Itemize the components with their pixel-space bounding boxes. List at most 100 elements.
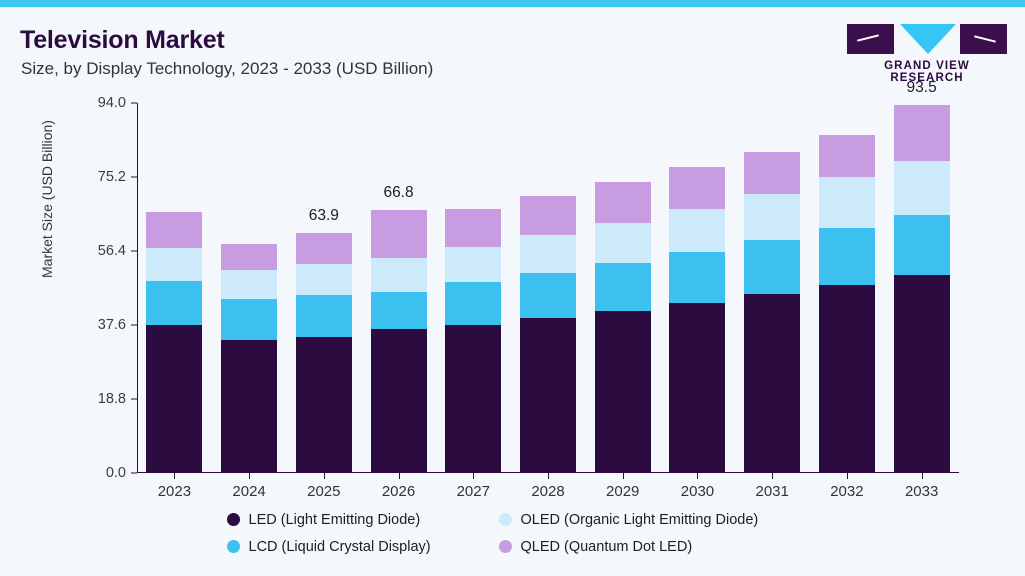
bar-segment[interactable] <box>669 167 726 209</box>
x-tick-label: 2031 <box>755 483 789 500</box>
bar-stack[interactable] <box>520 195 576 473</box>
bar-total-label: 66.8 <box>383 184 414 202</box>
bar-stack[interactable] <box>295 232 352 473</box>
x-tick-label: 2023 <box>157 483 192 500</box>
bar-segment[interactable] <box>893 214 950 276</box>
x-tick-label: 2026 <box>381 483 416 500</box>
x-tick-label: 2028 <box>531 483 565 500</box>
x-tick-mark <box>548 473 549 479</box>
bar-segment[interactable] <box>445 246 502 283</box>
bar-stack[interactable] <box>221 243 278 473</box>
bar-segment[interactable] <box>594 310 651 473</box>
legend-item[interactable]: OLED (Organic Light Emitting Diode) <box>498 511 799 528</box>
bar-segment[interactable] <box>893 275 950 473</box>
bar-segment[interactable] <box>744 294 801 473</box>
bar-segment[interactable] <box>893 104 950 162</box>
logo-text: GRAND VIEW RESEARCH <box>884 60 970 84</box>
bar-segment[interactable] <box>520 272 576 319</box>
y-tick-mark <box>131 472 137 474</box>
bar-segment[interactable] <box>445 209 502 247</box>
y-tick-mark <box>131 102 137 104</box>
bar-segment[interactable] <box>520 195 576 236</box>
bar-series-container: 63.9 66.8 93.5 <box>137 79 959 473</box>
bar-segment[interactable] <box>744 239 801 295</box>
page-subtitle: Size, by Display Technology, 2023 - 2033… <box>21 59 434 78</box>
logo-left-box-icon <box>847 24 894 54</box>
y-tick-label: 0.0 <box>105 465 126 481</box>
bar-segment[interactable] <box>295 295 352 337</box>
bar-segment[interactable] <box>295 336 352 473</box>
legend-swatch-icon <box>226 513 240 526</box>
chart-legend: LED (Light Emitting Diode) OLED (Organic … <box>0 506 1025 560</box>
y-tick-label: 75.2 <box>97 169 126 185</box>
bar-segment[interactable] <box>818 134 875 178</box>
x-tick-mark <box>772 473 774 479</box>
bar-segment[interactable] <box>818 227 875 286</box>
bar-segment[interactable] <box>669 208 726 252</box>
bar-stack[interactable] <box>146 212 203 473</box>
bar-segment[interactable] <box>146 325 203 473</box>
legend-item[interactable]: LCD (Liquid Crystal Display) <box>226 538 467 555</box>
bar-segment[interactable] <box>893 161 950 215</box>
bar-segment[interactable] <box>370 210 427 258</box>
bar-segment[interactable] <box>370 257 427 292</box>
y-tick-mark <box>131 250 137 252</box>
bar-segment[interactable] <box>146 280 203 326</box>
bar-stack[interactable] <box>744 151 801 473</box>
bar-segment[interactable] <box>520 318 576 473</box>
y-tick-label: 18.8 <box>97 391 126 407</box>
legend-label: OLED (Organic Light Emitting Diode) <box>520 511 759 528</box>
y-tick-label: 37.6 <box>97 317 126 333</box>
x-tick-mark <box>921 473 923 479</box>
x-tick-mark <box>398 473 400 479</box>
bar-segment[interactable] <box>146 247 203 281</box>
logo-right-box-icon <box>960 24 1007 54</box>
bar-segment[interactable] <box>520 235 576 273</box>
legend-item[interactable]: QLED (Quantum Dot LED) <box>498 539 799 555</box>
bar-stack[interactable] <box>445 209 502 473</box>
legend-swatch-icon <box>498 513 512 526</box>
bar-segment[interactable] <box>221 269 278 300</box>
bar-segment[interactable] <box>669 251 726 303</box>
y-tick-label: 94.0 <box>97 95 126 111</box>
bar-segment[interactable] <box>669 302 726 473</box>
top-accent-bar <box>0 0 1025 7</box>
bar-segment[interactable] <box>744 193 801 240</box>
bar-stack[interactable] <box>594 181 651 473</box>
x-tick-label: 2029 <box>606 483 640 500</box>
x-tick-mark <box>323 473 325 479</box>
legend-label: LCD (Liquid Crystal Display) <box>248 538 431 555</box>
x-tick-label: 2032 <box>830 483 864 500</box>
bar-segment[interactable] <box>146 212 203 248</box>
bar-stack[interactable] <box>893 104 950 473</box>
bar-segment[interactable] <box>370 329 427 473</box>
bar-stack[interactable] <box>818 134 875 473</box>
bar-stack[interactable] <box>370 210 427 473</box>
bar-segment[interactable] <box>594 223 651 264</box>
x-tick-mark <box>174 473 176 479</box>
bar-segment[interactable] <box>221 299 278 340</box>
plot-area: Market Size (USD Billion) 0.0 18.8 37.6 56.… <box>39 79 959 500</box>
bar-segment[interactable] <box>594 263 651 311</box>
legend-item[interactable]: LED (Light Emitting Diode) <box>226 512 467 528</box>
bar-segment[interactable] <box>445 325 502 473</box>
legend-row-1: LED (Light Emitting Diode) OLED (Organic … <box>0 506 1025 533</box>
bar-segment[interactable] <box>818 285 875 473</box>
bar-stack[interactable] <box>669 167 726 473</box>
y-axis-line <box>137 103 138 473</box>
x-tick-mark <box>622 473 624 479</box>
bar-segment[interactable] <box>744 151 801 194</box>
bar-segment[interactable] <box>295 232 352 265</box>
bar-segment[interactable] <box>221 243 278 270</box>
bar-segment[interactable] <box>295 264 352 296</box>
bar-segment[interactable] <box>594 181 651 224</box>
bar-segment[interactable] <box>221 339 278 473</box>
y-tick-mark <box>131 176 137 178</box>
bar-segment[interactable] <box>370 291 427 330</box>
x-tick-label: 2025 <box>307 483 341 500</box>
legend-swatch-icon <box>226 540 240 553</box>
x-tick-mark <box>473 473 475 479</box>
bar-segment[interactable] <box>818 177 875 228</box>
bar-segment[interactable] <box>445 282 502 325</box>
